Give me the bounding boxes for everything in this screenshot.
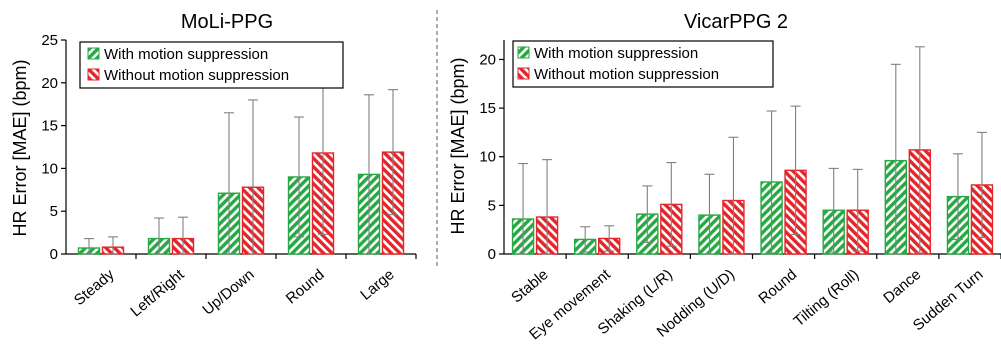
chart-title: MoLi-PPG <box>181 11 273 33</box>
x-tick-label: Up/Down <box>199 266 257 319</box>
error-bar-without-4 <box>790 105 801 236</box>
x-tick-label: Tilting (Roll) <box>790 266 862 330</box>
error-bar-without-2 <box>666 162 677 247</box>
error-bar-with-0 <box>84 238 94 255</box>
y-tick-label: 0 <box>50 246 58 263</box>
legend-label-with: With motion suppression <box>104 46 268 63</box>
y-tick-label: 10 <box>41 160 58 177</box>
x-tick-label: Left/Right <box>127 266 188 321</box>
error-bar-with-5 <box>828 167 839 253</box>
error-bar-without-4 <box>388 89 398 216</box>
legend-swatch-with <box>87 47 100 60</box>
error-bar-without-0 <box>542 159 553 255</box>
error-bar-without-5 <box>852 168 863 252</box>
error-bar-with-6 <box>890 63 901 255</box>
error-bar-with-0 <box>518 162 529 255</box>
legend: With motion suppression Without motion s… <box>512 40 774 88</box>
y-tick-label: 15 <box>41 118 58 135</box>
error-bar-with-4 <box>766 110 777 254</box>
error-bar-with-1 <box>580 226 591 253</box>
error-bar-with-3 <box>704 173 715 255</box>
error-bar-without-6 <box>914 46 925 254</box>
y-tick-label: 20 <box>479 51 496 68</box>
y-axis-label: HR Error [MAE] (bpm) <box>448 57 468 234</box>
error-bar-without-1 <box>178 216 188 255</box>
error-bar-with-3 <box>294 116 304 238</box>
x-tick-label: Large <box>357 266 397 304</box>
error-bar-without-2 <box>248 99 258 255</box>
legend-swatch-without <box>517 67 530 80</box>
y-tick-label: 5 <box>488 197 496 214</box>
x-tick-label: Dance <box>880 266 924 307</box>
legend-label-without: Without motion suppression <box>534 66 719 83</box>
error-bar-without-7 <box>976 131 987 239</box>
y-tick-label: 0 <box>488 246 496 263</box>
error-bar-with-2 <box>642 185 653 243</box>
chart-moli-ppg: MoLi-PPG HR Error [MAE] (bpm) 0 5 10 15 20 25… <box>10 11 417 321</box>
error-bar-without-1 <box>604 225 615 252</box>
chart-vicarppg-2: VicarPPG 2 HR Error [MAE] (bpm) 0 5 10 15 20… <box>448 11 1001 343</box>
error-bar-with-7 <box>952 153 963 240</box>
x-tick-label: Round <box>283 266 328 307</box>
y-axis-label: HR Error [MAE] (bpm) <box>10 59 30 236</box>
y-tick-label: 20 <box>41 75 58 92</box>
error-bar-with-1 <box>154 217 164 255</box>
legend-label-without: Without motion suppression <box>104 67 289 84</box>
y-tick-label: 25 <box>41 32 58 49</box>
y-tick-label: 5 <box>50 203 58 220</box>
error-bar-with-2 <box>224 112 234 255</box>
y-tick-label: 15 <box>479 100 496 117</box>
x-tick-label: Stable <box>508 266 552 306</box>
legend-swatch-with <box>517 46 530 59</box>
x-tick-label: Round <box>755 266 800 307</box>
legend: With motion suppression Without motion s… <box>79 41 344 89</box>
legend-box <box>79 41 344 89</box>
chart-title: VicarPPG 2 <box>684 11 788 33</box>
error-bar-with-4 <box>364 94 374 255</box>
y-tick-label: 10 <box>479 149 496 166</box>
error-bar-without-0 <box>108 236 118 255</box>
error-bar-without-3 <box>728 136 739 255</box>
x-tick-label: Steady <box>71 266 118 309</box>
legend-box <box>512 40 774 88</box>
legend-label-with: With motion suppression <box>534 45 698 62</box>
legend-swatch-without <box>87 68 100 81</box>
